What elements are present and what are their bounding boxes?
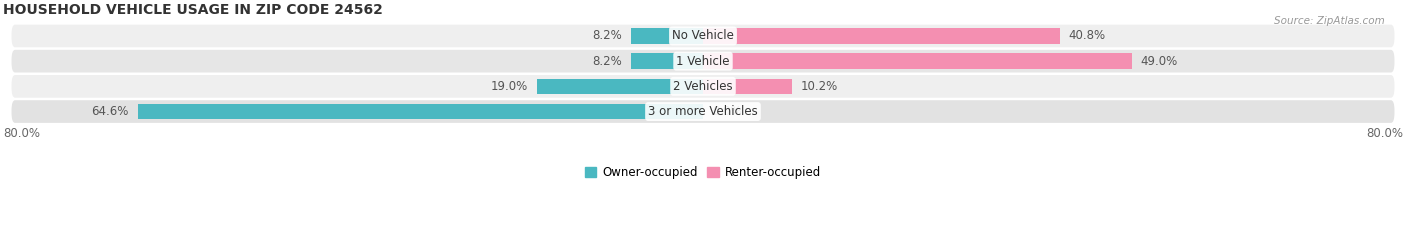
Legend: Owner-occupied, Renter-occupied: Owner-occupied, Renter-occupied: [579, 161, 827, 183]
Bar: [703, 53, 1132, 69]
Bar: [138, 104, 703, 119]
Text: 64.6%: 64.6%: [91, 105, 129, 118]
Text: 0.0%: 0.0%: [711, 105, 741, 118]
Bar: [703, 28, 1060, 44]
FancyBboxPatch shape: [11, 75, 1395, 98]
Text: HOUSEHOLD VEHICLE USAGE IN ZIP CODE 24562: HOUSEHOLD VEHICLE USAGE IN ZIP CODE 2456…: [3, 3, 382, 17]
Text: 3 or more Vehicles: 3 or more Vehicles: [648, 105, 758, 118]
Text: 1 Vehicle: 1 Vehicle: [676, 55, 730, 68]
Text: 80.0%: 80.0%: [3, 127, 39, 140]
Text: 2 Vehicles: 2 Vehicles: [673, 80, 733, 93]
Text: 19.0%: 19.0%: [491, 80, 527, 93]
Text: No Vehicle: No Vehicle: [672, 29, 734, 42]
Text: 80.0%: 80.0%: [1367, 127, 1403, 140]
Text: Source: ZipAtlas.com: Source: ZipAtlas.com: [1274, 16, 1385, 26]
Bar: [537, 79, 703, 94]
Text: 8.2%: 8.2%: [593, 55, 623, 68]
Bar: [631, 53, 703, 69]
FancyBboxPatch shape: [11, 100, 1395, 123]
Text: 40.8%: 40.8%: [1069, 29, 1107, 42]
Text: 8.2%: 8.2%: [593, 29, 623, 42]
Bar: [631, 28, 703, 44]
Text: 10.2%: 10.2%: [801, 80, 838, 93]
FancyBboxPatch shape: [11, 50, 1395, 73]
Text: 49.0%: 49.0%: [1140, 55, 1178, 68]
Bar: [703, 79, 792, 94]
FancyBboxPatch shape: [11, 25, 1395, 47]
